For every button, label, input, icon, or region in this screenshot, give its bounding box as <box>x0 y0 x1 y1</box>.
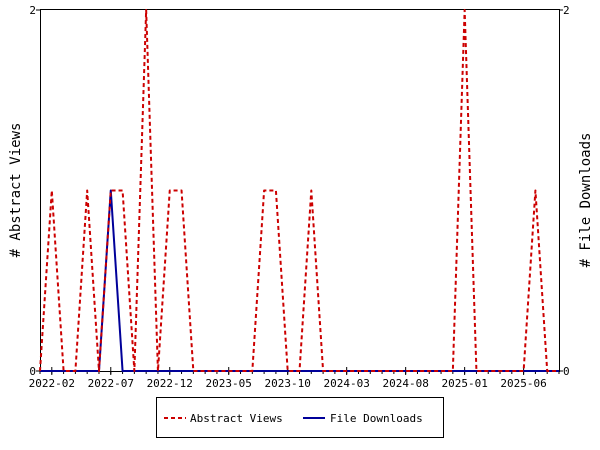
series-line-file-downloads <box>40 189 559 372</box>
series-layer <box>39 9 559 372</box>
x-tick-label: 2023-05 <box>206 377 252 390</box>
y2-axis-title: # File Downloads <box>578 133 594 268</box>
x-tick-label: 2024-03 <box>324 377 370 390</box>
legend: Abstract Views File Downloads <box>156 397 444 438</box>
x-tick-label: 2025-01 <box>441 377 487 390</box>
x-tick-label: 2024-08 <box>382 377 428 390</box>
y2-tick-label: 0 <box>563 365 570 378</box>
y2-tick-label: 2 <box>563 4 570 17</box>
series-line-abstract-views <box>39 9 559 372</box>
legend-label-abstract-views: Abstract Views <box>190 412 283 425</box>
x-tick-label: 2022-02 <box>29 377 75 390</box>
legend-box <box>156 397 444 438</box>
x-tick-label: 2023-10 <box>265 377 311 390</box>
y-tick-label: 0 <box>29 365 36 378</box>
y-axis-title: # Abstract Views <box>8 123 24 258</box>
y-tick-label: 2 <box>29 4 36 17</box>
y-axis-ticks: 02 <box>29 4 40 378</box>
legend-label-file-downloads: File Downloads <box>330 412 423 425</box>
x-tick-label: 2022-12 <box>147 377 193 390</box>
x-tick-label: 2025-06 <box>500 377 546 390</box>
x-tick-label: 2022-07 <box>88 377 134 390</box>
y2-axis-ticks: 02 <box>559 4 570 378</box>
